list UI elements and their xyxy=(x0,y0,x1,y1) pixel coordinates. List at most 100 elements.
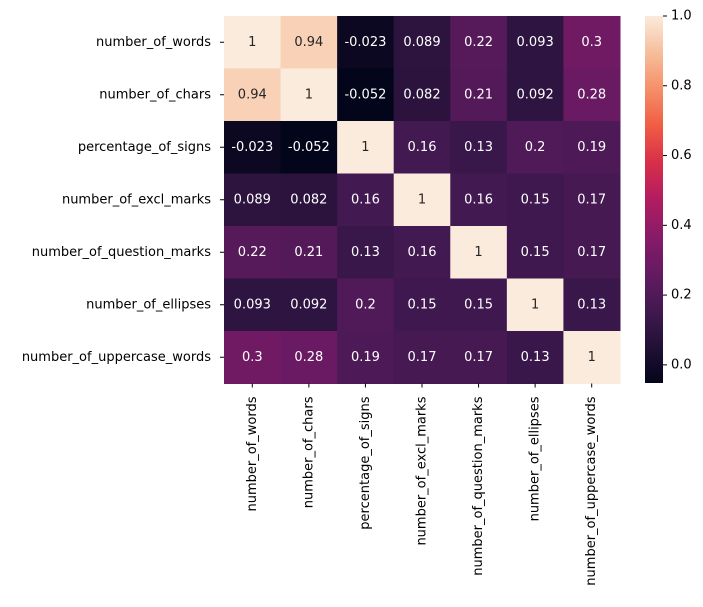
y-tick-label: number_of_words xyxy=(96,35,211,50)
cell-value-label: -0.023 xyxy=(231,140,273,155)
y-tick-label: number_of_uppercase_words xyxy=(22,350,211,365)
cell-value-label: 0.17 xyxy=(408,350,437,365)
cell-value-label: -0.052 xyxy=(344,87,386,102)
x-tick-label: number_of_question_marks xyxy=(471,396,486,575)
heatmap-cell xyxy=(337,226,395,279)
heatmap-cell xyxy=(563,121,621,174)
cell-value-label: 0.3 xyxy=(581,35,602,50)
cell-value-label: 0.15 xyxy=(408,297,437,312)
heatmap-cell xyxy=(280,68,338,122)
y-tick-label: number_of_excl_marks xyxy=(62,192,211,207)
heatmap-cell xyxy=(563,68,621,122)
x-tick-label: number_of_excl_marks xyxy=(414,396,429,545)
heatmap-cell xyxy=(450,121,508,174)
cell-value-label: 0.089 xyxy=(234,192,271,207)
cell-value-label: 0.082 xyxy=(403,87,440,102)
y-tick-label: number_of_question_marks xyxy=(32,245,211,260)
heatmap-cell xyxy=(506,121,564,174)
cell-value-label: 0.13 xyxy=(464,140,493,155)
heatmap-cell xyxy=(450,68,508,122)
heatmap-cell xyxy=(337,173,395,227)
heatmap-cell xyxy=(393,278,451,332)
heatmap-cell xyxy=(280,278,338,332)
cell-value-label: 0.092 xyxy=(517,87,554,102)
colorbar: 0.0 0.2 0.4 0.6 0.8 1.0 xyxy=(645,9,692,383)
y-tick-label: percentage_of_signs xyxy=(78,140,211,155)
cell-value-label: 0.28 xyxy=(294,350,323,365)
cell-value-label: 1 xyxy=(531,297,539,312)
heatmap-cell xyxy=(506,226,564,279)
colorbar-tick-label: 0.4 xyxy=(671,218,692,233)
heatmap-annotations: 1 0.94 -0.023 0.089 0.22 0.093 0.3 0.94 1 -0.052 0… xyxy=(231,35,606,365)
cell-value-label: 0.13 xyxy=(577,297,606,312)
cell-value-label: 0.94 xyxy=(294,35,323,50)
cell-value-label: 1 xyxy=(361,140,369,155)
cell-value-label: 0.17 xyxy=(577,192,606,207)
colorbar-tick-label: 1.0 xyxy=(671,9,692,24)
heatmap-cell xyxy=(506,16,564,69)
heatmap-cell xyxy=(280,331,338,384)
cell-value-label: 1 xyxy=(305,87,313,102)
cell-value-label: 0.94 xyxy=(238,87,267,102)
colorbar-ticks: 0.0 0.2 0.4 0.6 0.8 1.0 xyxy=(663,9,692,372)
heatmap-cell xyxy=(563,278,621,332)
colorbar-tick-label: 0.6 xyxy=(671,148,692,163)
cell-value-label: 0.2 xyxy=(525,140,546,155)
colorbar-tick-label: 0.2 xyxy=(671,288,692,303)
heatmap-cell xyxy=(337,68,395,122)
heatmap-cell xyxy=(506,173,564,227)
cell-value-label: 0.16 xyxy=(408,245,437,260)
cell-value-label: 0.092 xyxy=(290,297,327,312)
cell-value-label: 0.16 xyxy=(464,192,493,207)
heatmap-cell xyxy=(224,226,282,279)
heatmap-cell xyxy=(450,173,508,227)
heatmap-cell xyxy=(280,121,338,174)
heatmap-cell xyxy=(393,16,451,69)
cell-value-label: 0.13 xyxy=(521,350,550,365)
heatmap-cell xyxy=(393,226,451,279)
heatmap-cell xyxy=(450,226,508,279)
heatmap-cell xyxy=(506,278,564,332)
cell-value-label: 0.16 xyxy=(351,192,380,207)
cell-value-label: 0.28 xyxy=(577,87,606,102)
cell-value-label: 0.16 xyxy=(408,140,437,155)
cell-value-label: 0.089 xyxy=(403,35,440,50)
heatmap-cell xyxy=(563,226,621,279)
heatmap-cell xyxy=(393,173,451,227)
cell-value-label: 0.17 xyxy=(464,350,493,365)
cell-value-label: 0.19 xyxy=(351,350,380,365)
heatmap-cell xyxy=(224,173,282,227)
cell-value-label: 0.082 xyxy=(290,192,327,207)
heatmap-cell xyxy=(224,331,282,384)
heatmap-cell xyxy=(280,16,338,69)
heatmap-cell xyxy=(450,331,508,384)
cell-value-label: 0.19 xyxy=(577,140,606,155)
heatmap-cell xyxy=(224,16,282,69)
cell-value-label: 0.093 xyxy=(517,35,554,50)
colorbar-tick-label: 0.0 xyxy=(671,357,692,372)
heatmap-cell xyxy=(563,16,621,69)
x-tick-label: number_of_ellipses xyxy=(528,396,543,521)
y-tick-label: number_of_ellipses xyxy=(86,297,211,312)
x-tick-label: number_of_uppercase_words xyxy=(584,396,599,585)
cell-value-label: 1 xyxy=(418,192,426,207)
heatmap-cell xyxy=(337,16,395,69)
cell-value-label: -0.052 xyxy=(288,140,330,155)
cell-value-label: -0.023 xyxy=(344,35,386,50)
cell-value-label: 0.21 xyxy=(464,87,493,102)
heatmap-cell xyxy=(224,278,282,332)
cell-value-label: 0.17 xyxy=(577,245,606,260)
cell-value-label: 0.093 xyxy=(234,297,271,312)
x-tick-label: percentage_of_signs xyxy=(358,396,373,529)
x-tick-label: number_of_words xyxy=(245,396,260,511)
heatmap-cell xyxy=(563,331,621,384)
heatmap-cell xyxy=(563,173,621,227)
cell-value-label: 0.15 xyxy=(521,245,550,260)
y-axis: number_of_words number_of_chars percentage… xyxy=(22,35,224,365)
cell-value-label: 1 xyxy=(588,350,596,365)
heatmap-cell xyxy=(337,331,395,384)
cell-value-label: 0.2 xyxy=(355,297,376,312)
heatmap-cell xyxy=(450,16,508,69)
heatmap-cell xyxy=(224,121,282,174)
